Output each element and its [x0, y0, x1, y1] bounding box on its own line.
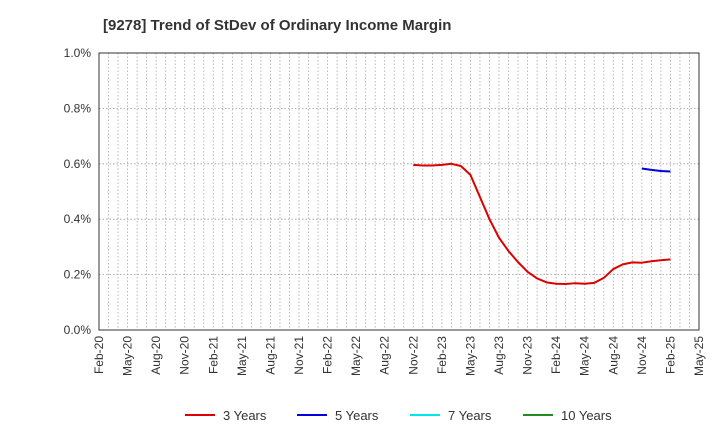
x-tick-label: Nov-20 — [178, 336, 192, 375]
x-tick-label: Feb-21 — [206, 336, 220, 374]
legend-label-7-years: 7 Years — [448, 408, 492, 423]
x-tick-label: May-20 — [121, 336, 135, 376]
x-tick-label: Nov-23 — [521, 336, 535, 375]
x-tick-label: Aug-21 — [263, 336, 277, 375]
x-tick-label: May-22 — [349, 336, 363, 376]
y-tick-label: 0.0% — [64, 323, 92, 337]
x-tick-label: Nov-21 — [292, 336, 306, 375]
y-axis: 0.0% 0.2% 0.4% 0.6% 0.8% 1.0% — [64, 46, 92, 337]
legend-label-5-years: 5 Years — [335, 408, 379, 423]
series-line-3-years — [413, 162, 671, 286]
series-line-5-years — [641, 167, 671, 173]
legend-label-10-years: 10 Years — [561, 408, 612, 423]
y-tick-label: 0.6% — [64, 157, 92, 171]
x-tick-label: Feb-25 — [663, 336, 677, 374]
grid — [99, 53, 699, 330]
series-layer — [413, 162, 671, 286]
x-tick-label: Feb-24 — [549, 336, 563, 374]
x-tick-label: Feb-22 — [321, 336, 335, 374]
x-tick-label: Aug-22 — [378, 336, 392, 375]
x-tick-label: Feb-23 — [435, 336, 449, 374]
x-tick-label: Aug-20 — [149, 336, 163, 375]
y-tick-label: 0.4% — [64, 212, 92, 226]
legend: 3 Years 5 Years 7 Years 10 Years — [185, 408, 612, 423]
x-tick-label: Nov-24 — [635, 336, 649, 375]
legend-label-3-years: 3 Years — [223, 408, 267, 423]
x-tick-label: May-24 — [578, 336, 592, 376]
x-tick-label: May-25 — [692, 336, 706, 376]
x-tick-label: Nov-22 — [406, 336, 420, 375]
x-tick-label: Feb-20 — [92, 336, 106, 374]
chart-title: [9278] Trend of StDev of Ordinary Income… — [103, 17, 451, 34]
y-tick-label: 0.8% — [64, 101, 92, 115]
x-tick-label: May-21 — [235, 336, 249, 376]
x-axis: Feb-20 May-20 Aug-20 Nov-20 Feb-21 May-21 Aug-… — [92, 336, 706, 376]
y-tick-label: 0.2% — [64, 268, 92, 282]
x-tick-label: Aug-23 — [492, 336, 506, 375]
x-tick-label: May-23 — [463, 336, 477, 376]
y-tick-label: 1.0% — [64, 46, 92, 60]
x-tick-label: Aug-24 — [606, 336, 620, 375]
plot-area-frame — [98, 52, 700, 331]
